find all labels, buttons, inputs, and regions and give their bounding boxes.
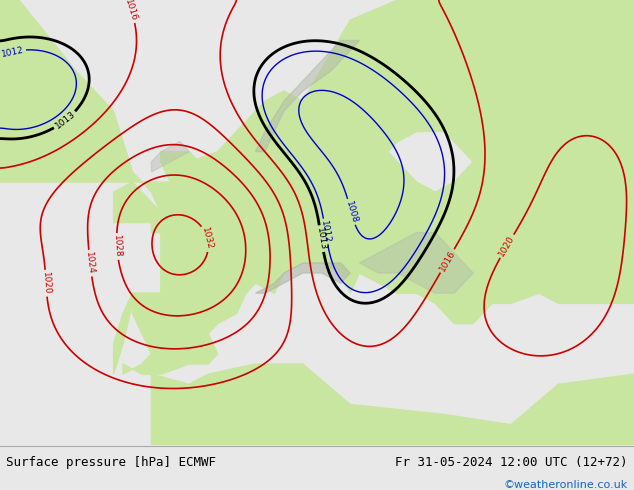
Polygon shape	[123, 293, 246, 374]
Polygon shape	[0, 0, 634, 374]
Polygon shape	[152, 152, 227, 233]
Polygon shape	[152, 364, 634, 445]
Text: 1012: 1012	[320, 220, 332, 244]
Polygon shape	[359, 233, 473, 293]
Text: 1016: 1016	[437, 249, 457, 273]
Text: 1008: 1008	[344, 199, 359, 224]
Text: 1020: 1020	[497, 234, 517, 258]
Text: 1013: 1013	[53, 110, 77, 131]
Text: ©weatheronline.co.uk: ©weatheronline.co.uk	[503, 480, 628, 490]
Text: Fr 31-05-2024 12:00 UTC (12+72): Fr 31-05-2024 12:00 UTC (12+72)	[395, 457, 628, 469]
Text: 1012: 1012	[1, 45, 25, 59]
Polygon shape	[152, 142, 190, 172]
Text: 1013: 1013	[315, 226, 328, 251]
Polygon shape	[0, 71, 85, 101]
Text: Surface pressure [hPa] ECMWF: Surface pressure [hPa] ECMWF	[6, 457, 216, 469]
Text: 1020: 1020	[41, 271, 51, 295]
Text: 1016: 1016	[123, 0, 139, 23]
Polygon shape	[256, 41, 359, 152]
Text: 1028: 1028	[112, 235, 122, 258]
Text: 1024: 1024	[84, 251, 96, 275]
Polygon shape	[113, 182, 161, 222]
Polygon shape	[256, 263, 350, 293]
Text: 1032: 1032	[200, 226, 214, 251]
Polygon shape	[246, 20, 492, 172]
